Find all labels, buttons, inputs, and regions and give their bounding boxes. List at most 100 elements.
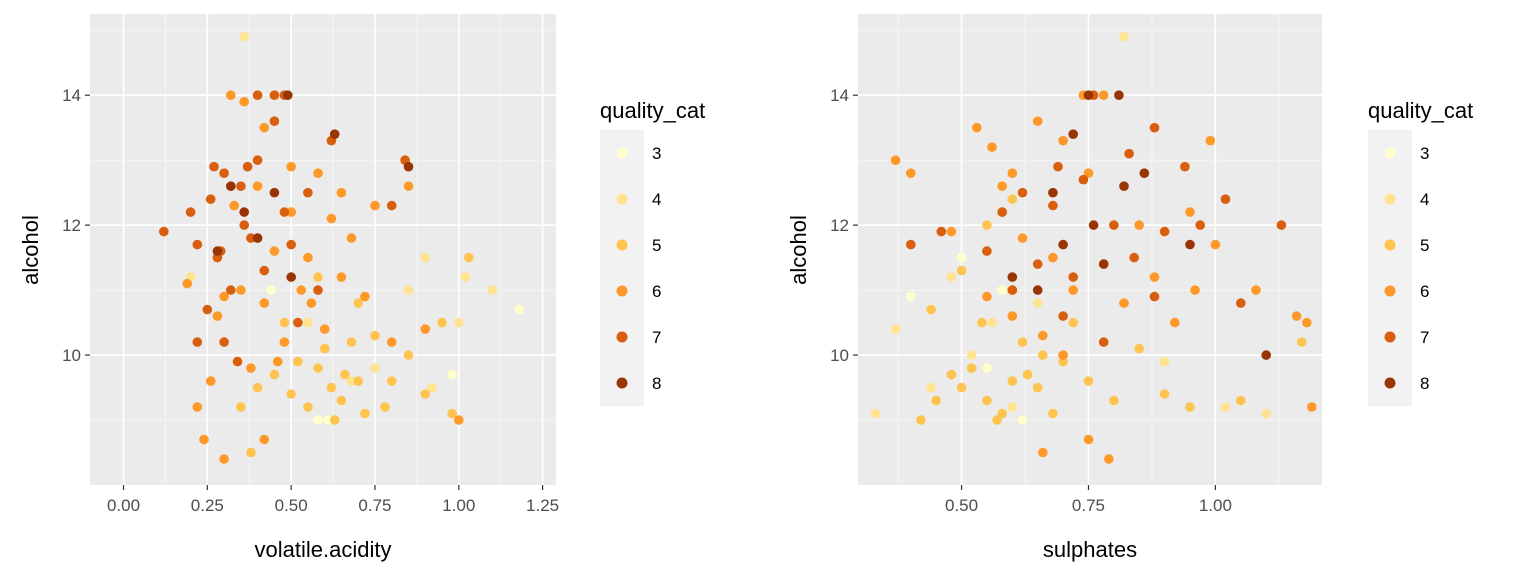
data-point-quality-5 xyxy=(353,298,364,308)
data-point-quality-4 xyxy=(966,350,977,360)
data-point-quality-5 xyxy=(1007,376,1018,386)
data-point-quality-5 xyxy=(916,415,926,425)
data-point-quality-6 xyxy=(360,291,370,302)
x-tick-label: 0.75 xyxy=(1072,496,1105,515)
data-point-quality-6 xyxy=(1185,207,1195,217)
data-point-quality-7 xyxy=(1124,148,1134,159)
data-point-quality-8 xyxy=(1068,129,1078,139)
data-point-quality-7 xyxy=(192,337,203,347)
legend-key-swatch xyxy=(1384,193,1396,205)
data-point-quality-7 xyxy=(1032,259,1043,269)
data-point-quality-7 xyxy=(246,233,256,243)
legend-key-swatch xyxy=(616,331,628,343)
data-point-quality-7 xyxy=(286,239,297,250)
data-point-quality-5 xyxy=(252,382,263,393)
data-point-quality-3 xyxy=(1017,415,1028,425)
data-point-quality-6 xyxy=(205,376,216,386)
data-point-quality-7 xyxy=(242,161,253,172)
y-ticks: 10 12 14 xyxy=(830,86,858,365)
data-point-quality-7 xyxy=(269,116,280,126)
data-point-quality-5 xyxy=(982,395,992,406)
data-point-quality-4 xyxy=(870,408,881,419)
data-point-quality-5 xyxy=(246,447,256,458)
data-point-quality-6 xyxy=(239,96,249,107)
data-point-quality-6 xyxy=(403,181,414,191)
data-point-quality-3 xyxy=(906,291,916,302)
x-tick-label: 0.50 xyxy=(275,496,308,515)
data-point-quality-7 xyxy=(252,155,263,165)
x-tick-label: 1.25 xyxy=(526,496,559,515)
data-point-quality-5 xyxy=(286,389,297,399)
data-point-quality-4 xyxy=(946,272,957,282)
data-point-quality-5 xyxy=(346,337,357,347)
legend-key-swatch xyxy=(1384,331,1396,343)
data-point-quality-6 xyxy=(946,226,957,237)
data-point-quality-7 xyxy=(1195,220,1205,230)
data-point-quality-6 xyxy=(259,434,270,445)
data-point-quality-6 xyxy=(313,168,323,178)
data-point-quality-6 xyxy=(1251,285,1261,295)
legend-key-swatch xyxy=(1384,239,1396,251)
data-point-quality-4 xyxy=(454,317,464,328)
data-point-quality-6 xyxy=(1134,220,1144,230)
data-point-quality-5 xyxy=(1134,343,1144,354)
data-point-quality-8 xyxy=(252,233,263,243)
data-point-quality-6 xyxy=(1032,116,1043,126)
legend-label: 8 xyxy=(1420,374,1429,393)
grid-minor xyxy=(90,14,556,485)
x-tick-label: 1.00 xyxy=(442,496,475,515)
data-point-quality-5 xyxy=(926,304,936,315)
data-point-quality-5 xyxy=(447,408,457,419)
data-point-quality-6 xyxy=(1068,285,1078,295)
grid-minor xyxy=(858,14,1322,485)
data-point-quality-7 xyxy=(982,246,992,256)
y-tick-label: 12 xyxy=(62,216,81,235)
data-point-quality-5 xyxy=(353,376,364,386)
data-point-quality-5 xyxy=(1109,395,1119,406)
data-point-quality-4 xyxy=(1119,31,1129,42)
data-point-quality-4 xyxy=(420,252,431,263)
data-point-quality-5 xyxy=(1007,194,1018,204)
data-point-quality-5 xyxy=(992,415,1002,425)
data-point-quality-6 xyxy=(1098,90,1109,100)
data-point-quality-8 xyxy=(1098,259,1109,269)
legend: quality_cat 3 4 5 6 7 8 xyxy=(600,98,705,406)
data-point-quality-5 xyxy=(236,402,246,412)
data-point-quality-5 xyxy=(313,363,323,373)
data-point-quality-8 xyxy=(1139,168,1150,178)
y-axis-title: alcohol xyxy=(18,215,43,285)
data-point-quality-6 xyxy=(1210,239,1221,250)
data-point-quality-6 xyxy=(972,122,982,133)
legend-key-swatch xyxy=(616,147,628,159)
data-point-quality-5 xyxy=(1296,337,1307,347)
data-point-quality-8 xyxy=(212,246,223,256)
legend-key-swatch xyxy=(616,285,628,297)
data-point-quality-7 xyxy=(1220,194,1231,204)
legend-key-swatch xyxy=(1384,285,1396,297)
data-point-quality-8 xyxy=(1185,239,1195,250)
data-point-quality-6 xyxy=(454,415,464,425)
data-point-quality-6 xyxy=(236,285,246,295)
data-point-quality-5 xyxy=(1185,402,1195,412)
data-point-quality-6 xyxy=(1058,135,1068,146)
legend-label: 4 xyxy=(652,190,661,209)
data-point-quality-6 xyxy=(219,454,229,464)
data-point-quality-6 xyxy=(1149,272,1160,282)
data-point-quality-4 xyxy=(370,363,380,373)
data-point-quality-7 xyxy=(269,90,280,100)
data-point-quality-4 xyxy=(239,31,249,42)
data-point-quality-8 xyxy=(239,207,249,217)
x-ticks: 0.00 0.25 0.50 0.75 1.00 1.25 xyxy=(107,485,559,515)
data-point-quality-6 xyxy=(279,337,290,347)
data-point-quality-7 xyxy=(1048,200,1058,211)
data-point-quality-3 xyxy=(997,285,1007,295)
y-ticks: 10 12 14 xyxy=(62,86,90,365)
data-point-quality-6 xyxy=(303,252,313,263)
legend-label: 5 xyxy=(1420,236,1429,255)
data-point-quality-7 xyxy=(202,304,213,315)
x-tick-label: 0.75 xyxy=(358,496,391,515)
data-point-quality-7 xyxy=(232,356,243,367)
data-point-quality-8 xyxy=(283,90,293,100)
data-point-quality-6 xyxy=(890,155,901,165)
